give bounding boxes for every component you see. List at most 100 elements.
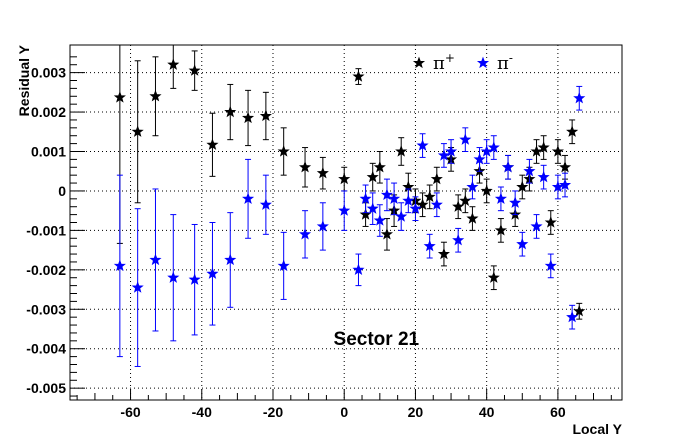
data-point	[388, 192, 401, 204]
data-point	[316, 166, 329, 179]
data-point	[466, 180, 479, 193]
data-point	[430, 198, 443, 210]
data-point	[338, 172, 351, 185]
y-tick-label: 0.001	[31, 144, 66, 160]
x-tick-label: 0	[340, 404, 348, 420]
data-point	[259, 109, 272, 122]
data-point	[501, 160, 515, 173]
data-point	[437, 247, 450, 260]
legend-label-pi-minus: π-	[497, 51, 513, 74]
data-point	[242, 111, 255, 124]
axis-ticks	[70, 56, 612, 400]
legend: π+ π-	[412, 51, 513, 74]
data-point	[167, 58, 180, 70]
data-point	[373, 214, 386, 226]
data-point	[473, 153, 486, 165]
series-pi-minus	[113, 85, 586, 367]
data-point	[452, 233, 465, 246]
data-point	[409, 202, 422, 214]
data-point	[459, 133, 472, 145]
y-tick-label: 0	[58, 183, 66, 199]
y-tick-label: -0.003	[26, 301, 66, 317]
x-tick-label: 40	[479, 404, 495, 420]
data-point	[366, 202, 379, 214]
data-point	[480, 184, 493, 197]
data-point	[352, 70, 365, 82]
data-point	[566, 310, 579, 323]
data-point	[224, 253, 237, 266]
data-point	[487, 141, 500, 153]
y-tick-label: -0.005	[26, 380, 66, 396]
y-tick-label: -0.002	[26, 262, 66, 278]
data-point	[359, 192, 372, 204]
data-point	[530, 145, 543, 157]
y-tick-label: 0.003	[31, 65, 66, 81]
data-point	[445, 145, 458, 157]
legend-marker-pi-plus	[412, 56, 426, 69]
axis-tick-labels: -60 -40 -20 0 20 40 60 -0.005 -0.004 -0.003 -0.002…	[26, 65, 566, 420]
data-point	[402, 194, 415, 206]
data-point	[188, 273, 201, 285]
data-point	[131, 125, 144, 137]
y-tick-label: -0.004	[26, 341, 66, 357]
data-point	[423, 239, 436, 252]
data-point	[188, 64, 201, 76]
data-point	[373, 160, 386, 173]
data-point	[430, 172, 443, 185]
sector-annotation: Sector 21	[334, 329, 420, 350]
data-point	[366, 170, 379, 183]
data-point	[487, 271, 500, 283]
legend-star-marker	[412, 56, 426, 69]
data-point	[494, 224, 507, 236]
data-point	[416, 198, 429, 210]
data-point	[167, 271, 180, 283]
data-point	[480, 145, 493, 157]
x-axis-label: Local Y	[572, 421, 622, 437]
data-point	[466, 212, 479, 224]
data-point	[395, 145, 408, 157]
y-axis-label: Residual Y	[16, 44, 32, 116]
data-point	[437, 149, 450, 161]
data-point	[206, 267, 219, 279]
data-point	[523, 164, 536, 177]
data-point	[544, 259, 557, 272]
data-point	[380, 188, 394, 201]
x-tick-label: -20	[263, 404, 283, 420]
data-point	[573, 91, 586, 104]
data-point	[298, 227, 312, 240]
data-point	[149, 253, 162, 266]
data-point	[558, 160, 572, 173]
series-layer	[113, 45, 586, 367]
data-point	[242, 192, 255, 204]
data-point	[277, 259, 290, 272]
x-tick-label: 20	[408, 404, 424, 420]
y-tick-label: 0.002	[31, 104, 66, 120]
data-point	[459, 194, 472, 206]
legend-label-pi-plus: π+	[433, 51, 455, 74]
data-point	[558, 178, 572, 191]
data-point	[298, 160, 312, 173]
data-point	[352, 263, 365, 275]
legend-star-marker	[476, 56, 490, 69]
data-point	[131, 281, 144, 293]
data-point	[573, 304, 586, 317]
data-point	[416, 139, 429, 151]
data-point	[551, 145, 564, 157]
x-tick-label: 60	[550, 404, 566, 420]
data-point	[423, 190, 436, 203]
data-point	[316, 220, 329, 232]
data-point	[530, 220, 543, 232]
data-point	[537, 170, 550, 183]
data-point	[149, 89, 162, 102]
data-point	[113, 259, 126, 272]
data-point	[566, 125, 579, 137]
data-point	[516, 237, 529, 250]
data-point	[224, 105, 237, 118]
data-point	[509, 196, 522, 208]
data-point	[494, 192, 507, 204]
data-point	[395, 210, 408, 222]
data-point	[277, 145, 290, 157]
data-point	[259, 198, 272, 210]
data-point	[338, 204, 351, 216]
